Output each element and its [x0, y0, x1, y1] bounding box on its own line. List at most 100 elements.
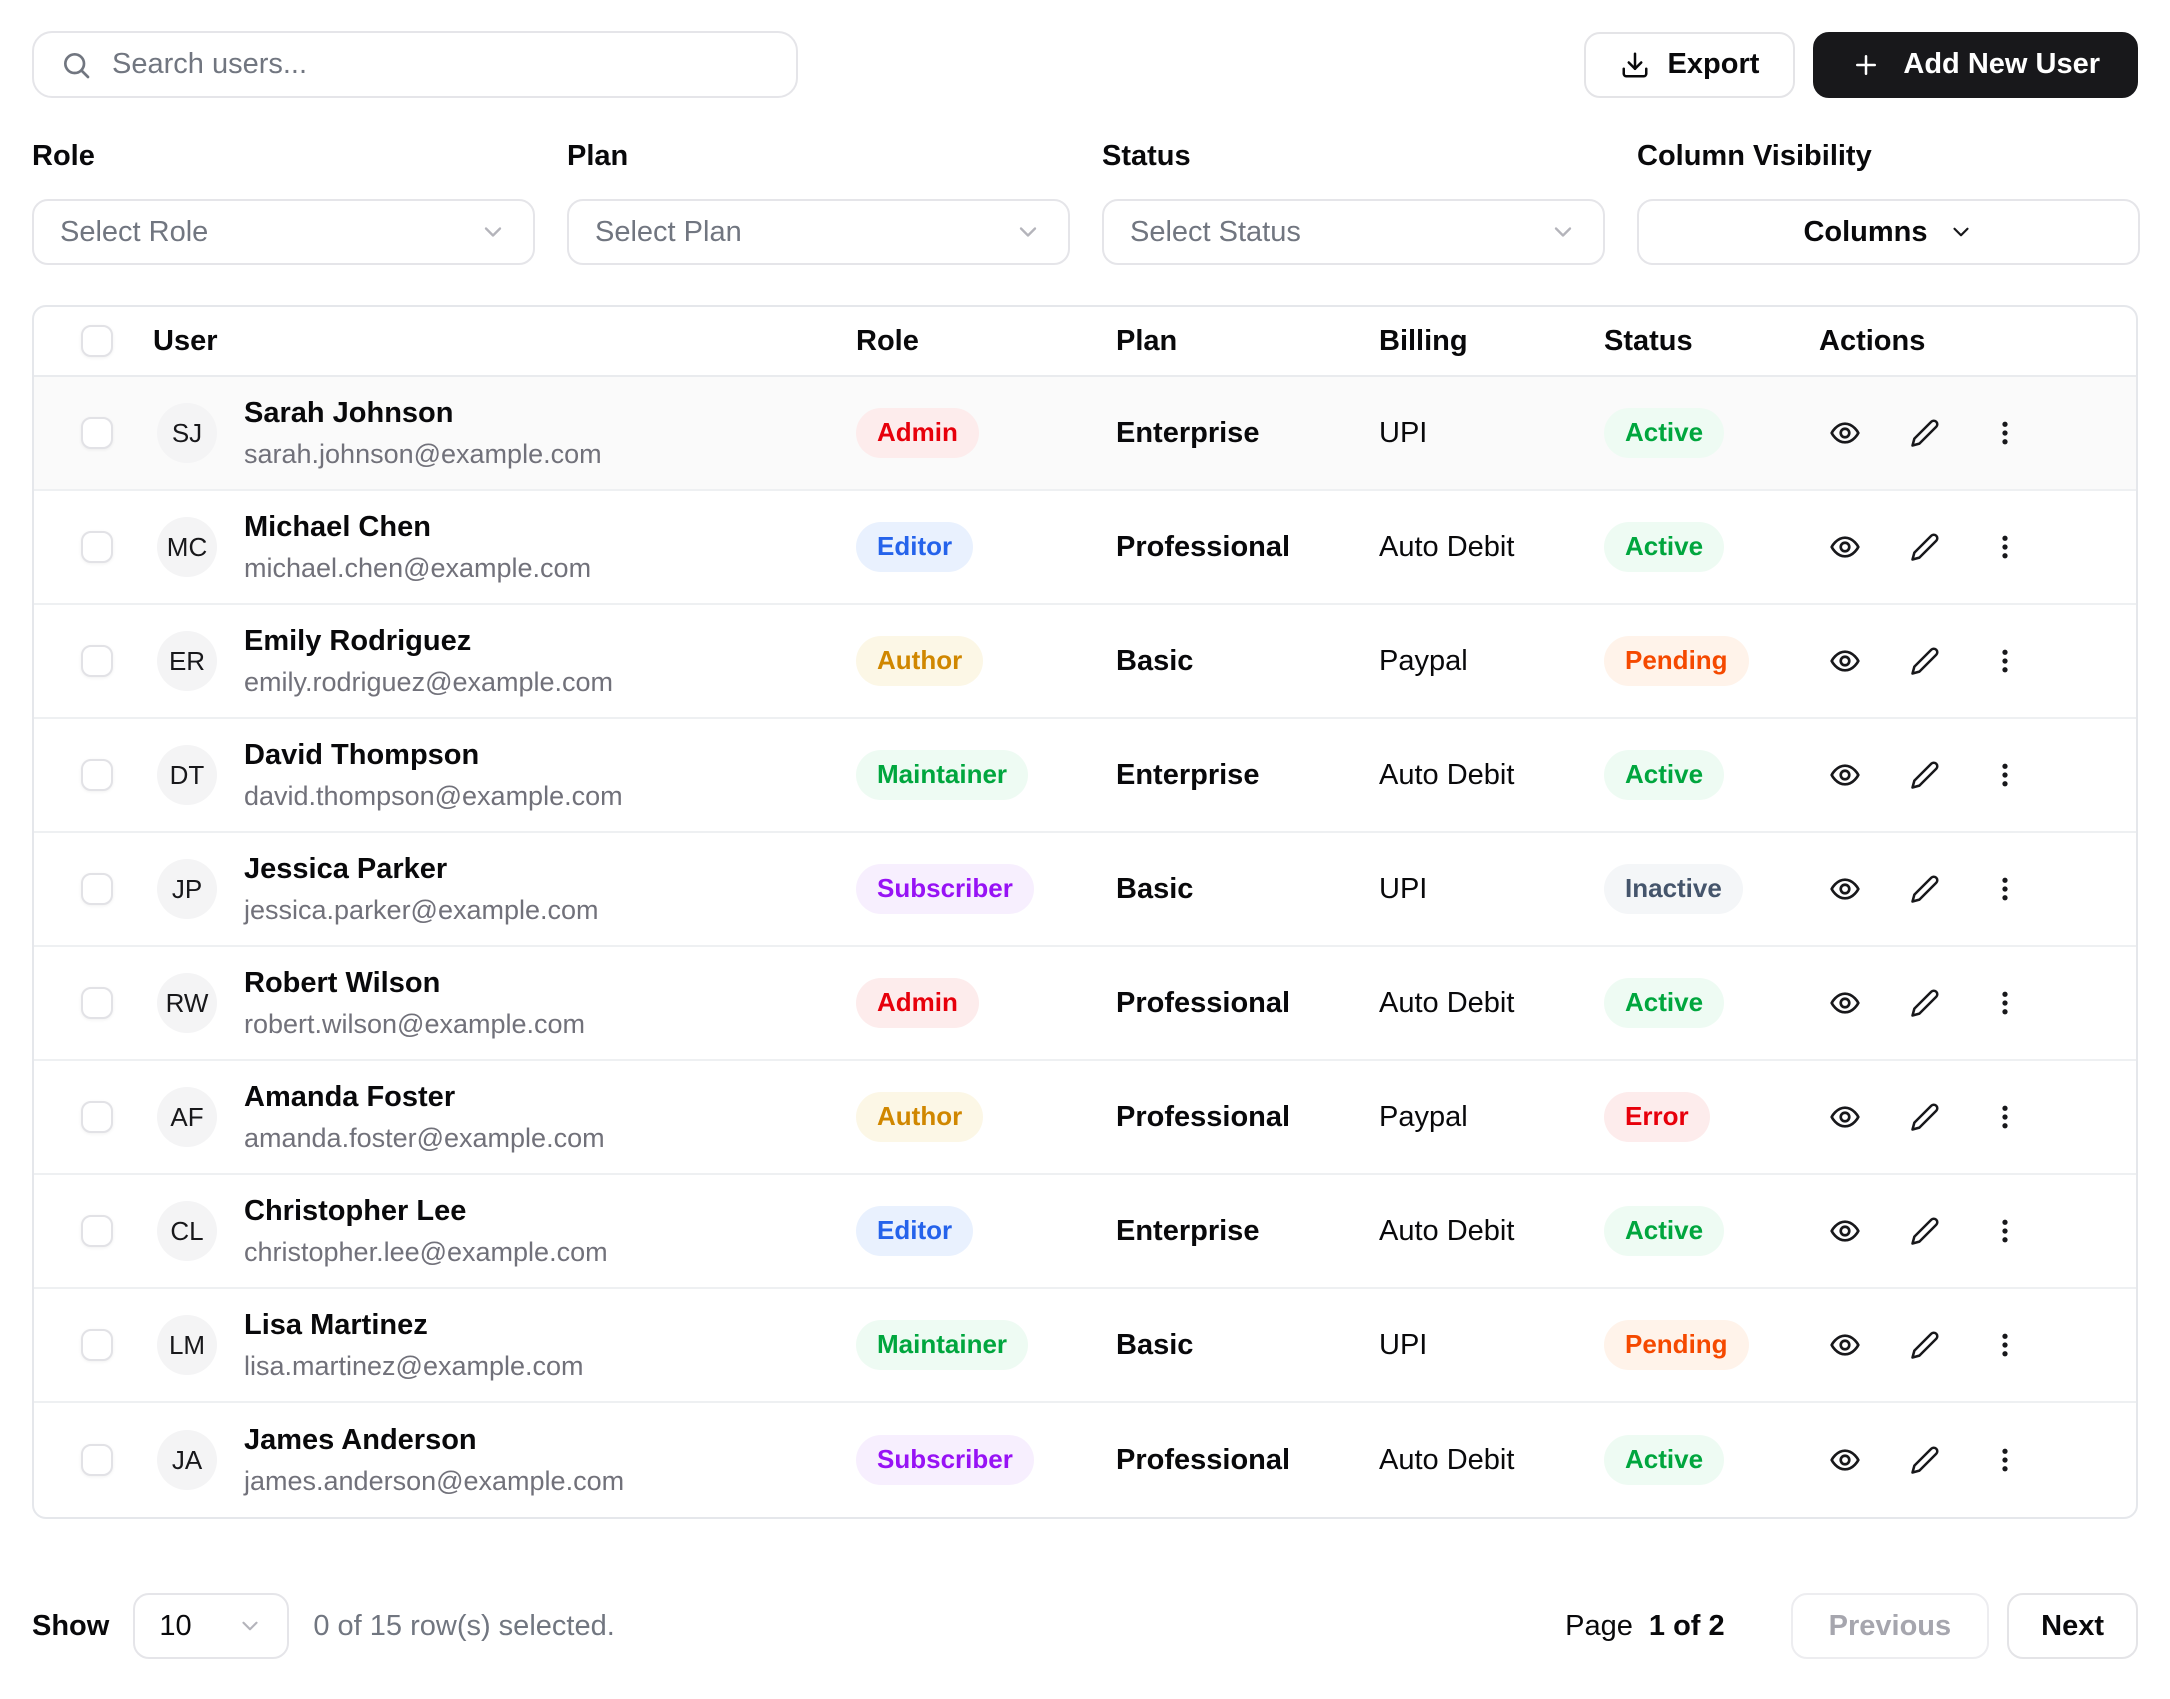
eye-icon	[1829, 1329, 1861, 1361]
billing-value: UPI	[1379, 872, 1428, 905]
more-actions-button[interactable]	[1987, 1213, 2023, 1249]
view-button[interactable]	[1827, 1099, 1863, 1135]
more-actions-button[interactable]	[1987, 1099, 2023, 1135]
kebab-menu-icon	[1990, 418, 2020, 448]
eye-icon	[1829, 1215, 1861, 1247]
export-button[interactable]: Export	[1583, 31, 1796, 98]
filters-row: Role Select Role Plan Select Plan Status…	[32, 140, 2140, 265]
user-email: amanda.foster@example.com	[244, 1122, 605, 1153]
more-actions-button[interactable]	[1987, 415, 2023, 451]
edit-button[interactable]	[1907, 1442, 1943, 1478]
edit-button[interactable]	[1907, 1327, 1943, 1363]
table-row: DT David Thompson david.thompson@example…	[34, 719, 2136, 833]
view-button[interactable]	[1827, 985, 1863, 1021]
view-button[interactable]	[1827, 1213, 1863, 1249]
row-checkbox[interactable]	[81, 417, 113, 449]
row-checkbox[interactable]	[81, 645, 113, 677]
column-header-actions: Actions	[1819, 324, 1926, 357]
eye-icon	[1829, 531, 1861, 563]
user-email: michael.chen@example.com	[244, 552, 592, 583]
edit-button[interactable]	[1907, 1099, 1943, 1135]
kebab-menu-icon	[1990, 1216, 2020, 1246]
plan-value: Professional	[1116, 1443, 1291, 1476]
edit-button[interactable]	[1907, 757, 1943, 793]
role-filter-label: Role	[32, 140, 95, 172]
view-button[interactable]	[1827, 757, 1863, 793]
row-checkbox[interactable]	[81, 987, 113, 1019]
billing-value: UPI	[1379, 416, 1428, 449]
table-row: CL Christopher Lee christopher.lee@examp…	[34, 1175, 2136, 1289]
page-size-select[interactable]: 10	[133, 1593, 290, 1659]
more-actions-button[interactable]	[1987, 757, 2023, 793]
status-select-value: Select Status	[1130, 215, 1301, 248]
view-button[interactable]	[1827, 1442, 1863, 1478]
columns-button[interactable]: Columns	[1637, 199, 2140, 265]
status-badge: Pending	[1604, 1320, 1749, 1370]
more-actions-button[interactable]	[1987, 1327, 2023, 1363]
avatar: AF	[157, 1087, 217, 1147]
export-button-label: Export	[1667, 48, 1760, 80]
plan-select-value: Select Plan	[595, 215, 742, 248]
view-button[interactable]	[1827, 1327, 1863, 1363]
edit-button[interactable]	[1907, 985, 1943, 1021]
more-actions-button[interactable]	[1987, 871, 2023, 907]
search-container[interactable]	[32, 31, 798, 98]
filter-plan: Plan Select Plan	[567, 140, 1070, 265]
user-cell: DT David Thompson david.thompson@example…	[153, 739, 856, 812]
search-icon	[60, 49, 92, 81]
eye-icon	[1829, 1444, 1861, 1476]
next-page-button[interactable]: Next	[2007, 1593, 2138, 1659]
role-select[interactable]: Select Role	[32, 199, 535, 265]
columns-button-label: Columns	[1803, 215, 1928, 248]
user-email: sarah.johnson@example.com	[244, 438, 602, 469]
toolbar: Export Add New User	[32, 31, 2138, 98]
row-actions	[1819, 1442, 2136, 1478]
avatar: DT	[157, 745, 217, 805]
view-button[interactable]	[1827, 871, 1863, 907]
status-badge: Pending	[1604, 636, 1749, 686]
view-button[interactable]	[1827, 643, 1863, 679]
avatar: JA	[157, 1430, 217, 1490]
edit-button[interactable]	[1907, 871, 1943, 907]
plan-value: Professional	[1116, 986, 1291, 1019]
row-checkbox[interactable]	[81, 1215, 113, 1247]
select-all-checkbox[interactable]	[81, 325, 113, 357]
billing-value: Auto Debit	[1379, 1443, 1515, 1476]
edit-button[interactable]	[1907, 415, 1943, 451]
view-button[interactable]	[1827, 415, 1863, 451]
role-badge: Editor	[856, 522, 974, 572]
user-cell: CL Christopher Lee christopher.lee@examp…	[153, 1195, 856, 1268]
add-new-user-button[interactable]: Add New User	[1813, 31, 2138, 98]
chevron-down-icon	[1014, 218, 1042, 246]
avatar: SJ	[157, 403, 217, 463]
show-label: Show	[32, 1609, 110, 1642]
eye-icon	[1829, 987, 1861, 1019]
edit-button[interactable]	[1907, 1213, 1943, 1249]
view-button[interactable]	[1827, 529, 1863, 565]
user-name: Sarah Johnson	[244, 396, 454, 429]
column-header-plan: Plan	[1116, 324, 1178, 357]
edit-button[interactable]	[1907, 643, 1943, 679]
edit-button[interactable]	[1907, 529, 1943, 565]
row-checkbox[interactable]	[81, 873, 113, 905]
row-checkbox[interactable]	[81, 1101, 113, 1133]
pencil-icon	[1910, 532, 1940, 562]
more-actions-button[interactable]	[1987, 1442, 2023, 1478]
user-cell: ER Emily Rodriguez emily.rodriguez@examp…	[153, 625, 856, 698]
plan-value: Basic	[1116, 1328, 1194, 1361]
plan-select[interactable]: Select Plan	[567, 199, 1070, 265]
more-actions-button[interactable]	[1987, 643, 2023, 679]
row-checkbox[interactable]	[81, 1329, 113, 1361]
more-actions-button[interactable]	[1987, 985, 2023, 1021]
row-checkbox[interactable]	[81, 759, 113, 791]
more-actions-button[interactable]	[1987, 529, 2023, 565]
row-checkbox[interactable]	[81, 531, 113, 563]
user-email: christopher.lee@example.com	[244, 1236, 608, 1267]
previous-page-button[interactable]: Previous	[1790, 1593, 1990, 1659]
user-name: Michael Chen	[244, 510, 431, 543]
toolbar-actions: Export Add New User	[1583, 31, 2138, 98]
row-checkbox[interactable]	[81, 1444, 113, 1476]
status-select[interactable]: Select Status	[1102, 199, 1605, 265]
search-input[interactable]	[112, 48, 770, 81]
